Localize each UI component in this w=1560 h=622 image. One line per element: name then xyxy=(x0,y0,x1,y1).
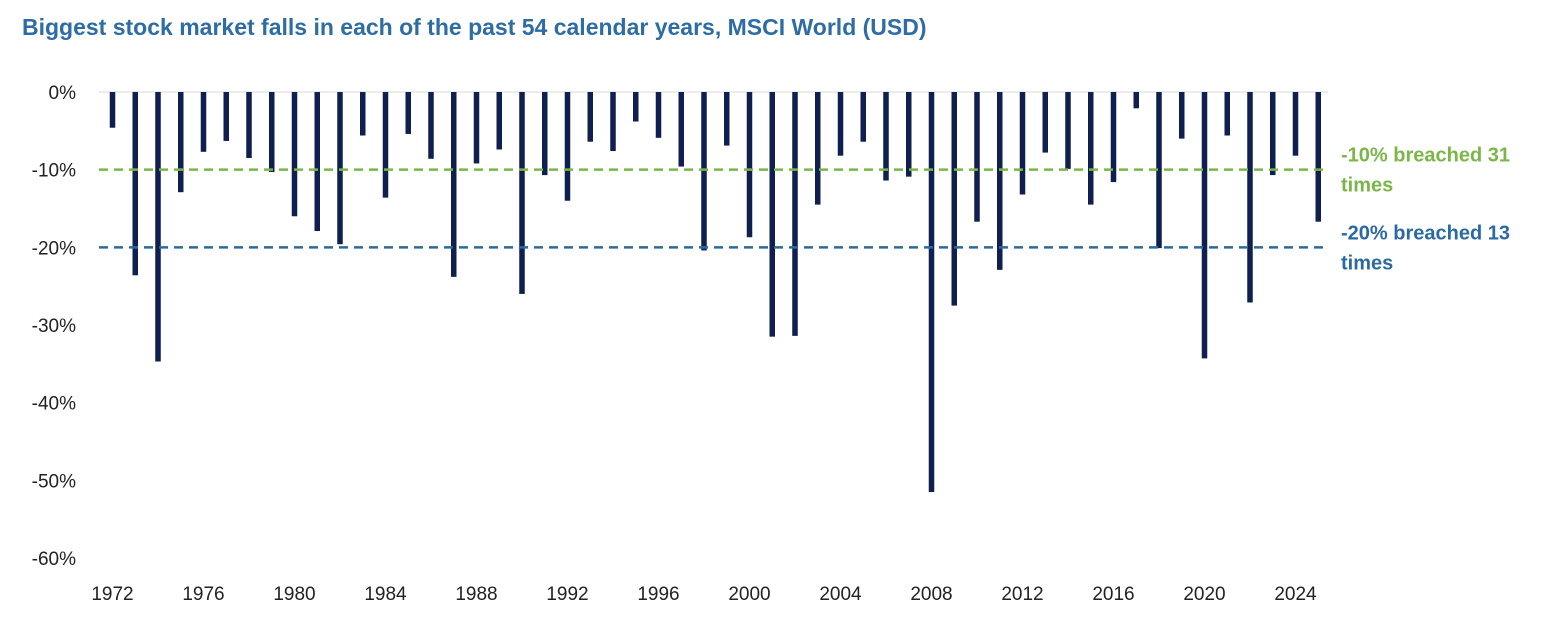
bar-1977 xyxy=(223,92,229,141)
reference-label-line1: -20% breached 13 xyxy=(1341,222,1510,244)
bar-1990 xyxy=(519,92,525,294)
bar-1976 xyxy=(200,92,207,152)
bar-1978 xyxy=(246,92,252,159)
bar-2014 xyxy=(1065,92,1071,169)
bar-1982 xyxy=(337,92,343,245)
bar-1999 xyxy=(724,92,730,146)
bar-1995 xyxy=(633,92,639,122)
bar-1979 xyxy=(269,92,275,172)
bar-1997 xyxy=(678,92,684,167)
bar-1972 xyxy=(109,92,116,128)
bar-2020 xyxy=(1201,92,1208,359)
y-tick-label: -50% xyxy=(32,471,76,492)
bar-2011 xyxy=(997,92,1003,270)
bar-1986 xyxy=(428,92,434,159)
bar-2015 xyxy=(1088,92,1094,205)
x-tick-label: 1980 xyxy=(273,584,315,605)
y-tick-label: 0% xyxy=(49,83,77,104)
bar-1988 xyxy=(473,92,480,164)
bar-2025 xyxy=(1315,92,1321,222)
bar-2001 xyxy=(769,92,775,337)
x-tick-label: 2012 xyxy=(1001,584,1043,605)
x-tick-label: 1972 xyxy=(91,584,133,605)
bar-2003 xyxy=(815,92,821,205)
bar-1981 xyxy=(314,92,320,232)
x-tick-label: 1984 xyxy=(364,584,407,605)
x-tick-label: 1988 xyxy=(455,584,497,605)
bar-2016 xyxy=(1110,92,1117,183)
bar-1992 xyxy=(564,92,571,201)
x-tick-label: 2000 xyxy=(728,584,770,605)
x-tick-label: 2004 xyxy=(819,584,862,605)
x-tick-label: 2016 xyxy=(1092,584,1134,605)
bar-2022 xyxy=(1247,92,1253,303)
bar-1983 xyxy=(360,92,366,136)
bar-2021 xyxy=(1224,92,1230,136)
reference-lines: -10% breached 31 times -20% breached 13 tim… xyxy=(99,145,1510,274)
bar-2008 xyxy=(928,92,935,492)
x-tick-label: 2008 xyxy=(910,584,952,605)
bar-2019 xyxy=(1179,92,1185,139)
bar-2002 xyxy=(792,92,798,336)
y-tick-label: -20% xyxy=(32,238,76,259)
bar-1973 xyxy=(132,92,138,276)
bar-2012 xyxy=(1019,92,1026,195)
bar-1998 xyxy=(701,92,707,251)
bar-2000 xyxy=(746,92,753,238)
bar-1975 xyxy=(178,92,184,193)
x-tick-label: 2020 xyxy=(1183,584,1225,605)
bar-1994 xyxy=(610,92,616,152)
bar-1987 xyxy=(451,92,457,277)
bar-1991 xyxy=(542,92,548,176)
chart-title: Biggest stock market falls in each of th… xyxy=(22,14,927,40)
y-tick-label: -10% xyxy=(32,161,76,182)
bar-1980 xyxy=(291,92,298,217)
bar-2017 xyxy=(1133,92,1139,109)
y-tick-label: -30% xyxy=(32,316,76,337)
bar-1974 xyxy=(155,92,161,362)
bar-2006 xyxy=(883,92,889,181)
bar-2024 xyxy=(1292,92,1299,156)
x-axis: 1972 1976 1980 1984 1988 1992 1996 2000 2004 2008… xyxy=(91,584,1317,605)
bar-1996 xyxy=(655,92,662,138)
x-tick-label: 1976 xyxy=(182,584,224,605)
bar-2013 xyxy=(1042,92,1048,153)
y-axis: 0% -10% -20% -30% -40% -50% -60% xyxy=(32,83,1328,570)
reference-label-line1: -10% breached 31 xyxy=(1341,145,1510,167)
bar-2007 xyxy=(906,92,912,177)
reference-label-line2: times xyxy=(1341,252,1393,274)
bar-2010 xyxy=(974,92,980,222)
bar-2009 xyxy=(951,92,957,306)
bar-2004 xyxy=(837,92,844,156)
bar-1989 xyxy=(496,92,502,150)
x-tick-label: 1996 xyxy=(637,584,679,605)
x-tick-label: 1992 xyxy=(546,584,588,605)
bar-1985 xyxy=(405,92,411,134)
bars xyxy=(109,92,1321,492)
bar-2018 xyxy=(1156,92,1162,249)
bar-2023 xyxy=(1270,92,1276,176)
x-tick-label: 2024 xyxy=(1274,584,1317,605)
bar-1993 xyxy=(587,92,593,142)
bar-2005 xyxy=(860,92,866,142)
reference-label-line2: times xyxy=(1341,175,1393,197)
y-tick-label: -40% xyxy=(32,394,76,415)
y-tick-label: -60% xyxy=(32,549,76,570)
bar-1984 xyxy=(382,92,389,198)
